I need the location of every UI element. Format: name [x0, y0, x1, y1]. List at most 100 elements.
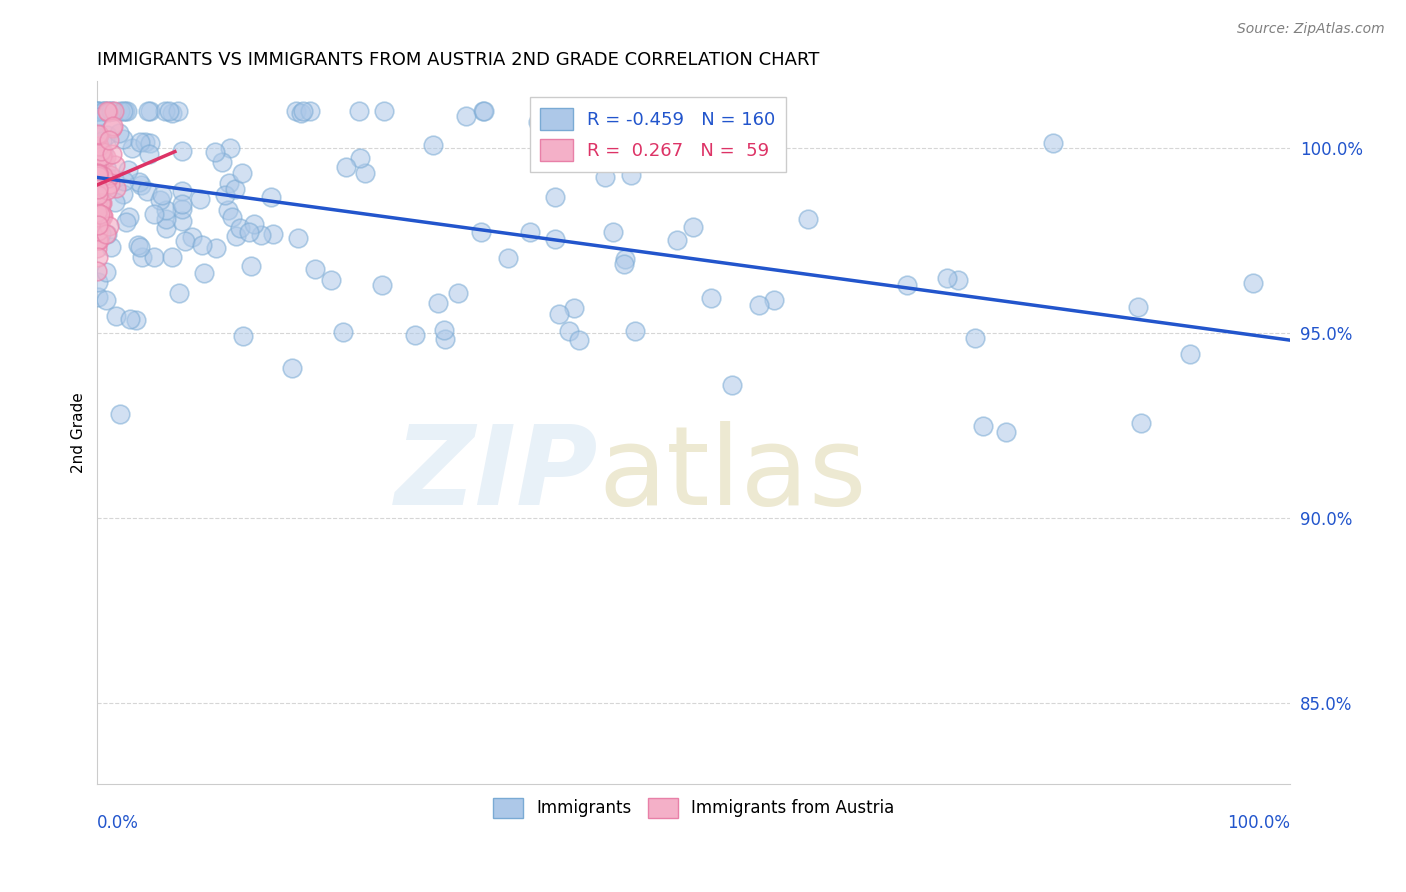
Point	[98, 177, 121, 191]
Point	[496, 251, 519, 265]
Point	[87, 250, 110, 264]
Point	[748, 298, 770, 312]
Point	[103, 103, 125, 118]
Point	[86, 166, 108, 180]
Point	[434, 332, 457, 346]
Point	[172, 202, 194, 216]
Point	[167, 285, 190, 300]
Point	[89, 234, 111, 248]
Point	[100, 103, 122, 118]
Point	[129, 136, 152, 150]
Point	[762, 293, 785, 307]
Point	[155, 202, 177, 217]
Text: atlas: atlas	[599, 421, 868, 528]
Point	[180, 230, 202, 244]
Y-axis label: 2nd Grade: 2nd Grade	[72, 392, 86, 473]
Point	[101, 146, 124, 161]
Point	[124, 313, 146, 327]
Point	[94, 227, 117, 242]
Point	[335, 160, 357, 174]
Point	[87, 158, 110, 172]
Point	[543, 231, 565, 245]
Point	[87, 138, 110, 153]
Point	[238, 225, 260, 239]
Point	[89, 196, 111, 211]
Point	[129, 240, 152, 254]
Point	[89, 178, 111, 193]
Point	[595, 169, 617, 184]
Point	[564, 301, 586, 315]
Point	[214, 187, 236, 202]
Point	[284, 103, 307, 118]
Point	[89, 155, 111, 169]
Point	[87, 169, 110, 183]
Point	[105, 180, 128, 194]
Point	[129, 178, 152, 193]
Point	[97, 170, 120, 185]
Point	[170, 144, 193, 158]
Point	[89, 169, 111, 184]
Point	[139, 136, 162, 150]
Point	[211, 154, 233, 169]
Point	[86, 210, 108, 224]
Point	[373, 103, 395, 118]
Point	[97, 219, 120, 233]
Point	[103, 172, 125, 186]
Point	[86, 103, 108, 118]
Point	[93, 103, 115, 118]
Point	[127, 237, 149, 252]
Point	[174, 234, 197, 248]
Point	[86, 109, 108, 123]
Point	[160, 106, 183, 120]
Point	[155, 212, 177, 227]
Point	[281, 361, 304, 376]
Point	[232, 329, 254, 343]
Point	[304, 261, 326, 276]
Point	[100, 240, 122, 254]
Point	[89, 195, 111, 210]
Point	[219, 141, 242, 155]
Point	[287, 231, 309, 245]
Point	[91, 195, 114, 210]
Point	[94, 103, 117, 118]
Point	[112, 174, 135, 188]
Point	[142, 207, 165, 221]
Point	[332, 325, 354, 339]
Point	[86, 223, 108, 237]
Point	[89, 217, 111, 231]
Point	[231, 166, 253, 180]
Point	[87, 233, 110, 247]
Point	[682, 219, 704, 234]
Point	[353, 166, 375, 180]
Point	[249, 228, 271, 243]
Point	[90, 226, 112, 240]
Point	[91, 208, 114, 222]
Point	[86, 195, 108, 210]
Point	[139, 104, 162, 119]
Point	[90, 144, 112, 158]
Point	[558, 324, 581, 338]
Point	[191, 237, 214, 252]
Point	[1241, 277, 1264, 291]
Point	[87, 275, 110, 289]
Point	[472, 103, 495, 118]
Point	[101, 119, 124, 133]
Point	[97, 104, 120, 119]
Point	[104, 194, 127, 209]
Point	[98, 168, 121, 182]
Point	[321, 273, 343, 287]
Point	[936, 271, 959, 285]
Point	[93, 209, 115, 223]
Point	[90, 134, 112, 148]
Point	[86, 110, 108, 124]
Point	[86, 130, 108, 145]
Point	[131, 250, 153, 264]
Point	[96, 183, 118, 197]
Point	[87, 168, 110, 182]
Point	[91, 152, 114, 166]
Point	[97, 103, 120, 118]
Point	[91, 149, 114, 163]
Point	[433, 323, 456, 337]
Point	[221, 210, 243, 224]
Point	[101, 120, 124, 135]
